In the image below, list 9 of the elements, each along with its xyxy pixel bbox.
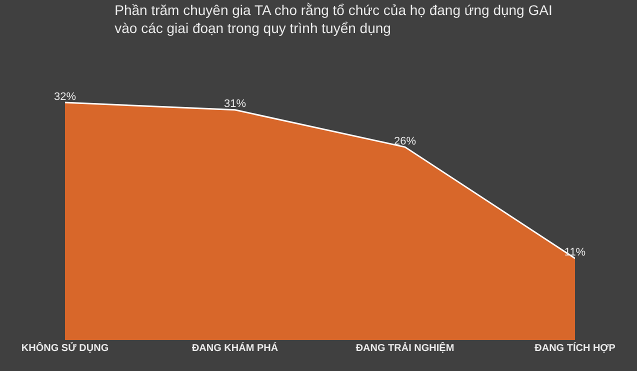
- chart-title: Phần trăm chuyên gia TA cho rằng tổ chức của họ đang ứng dụng GAI vào các giai đoạn trong quy trình tuyển dụng: [114, 2, 552, 36]
- x-tick-label: ĐANG KHÁM PHÁ: [192, 342, 278, 354]
- x-tick-label: KHÔNG SỬ DỤNG: [21, 342, 109, 354]
- data-label: 31%: [224, 98, 246, 110]
- data-label: 11%: [564, 246, 586, 259]
- data-label: 26%: [394, 135, 416, 148]
- x-tick-label: ĐANG TRẢI NGHIỆM: [356, 342, 454, 354]
- x-tick-label: ĐANG TÍCH HỢP: [534, 342, 616, 354]
- data-label: 32%: [54, 90, 76, 103]
